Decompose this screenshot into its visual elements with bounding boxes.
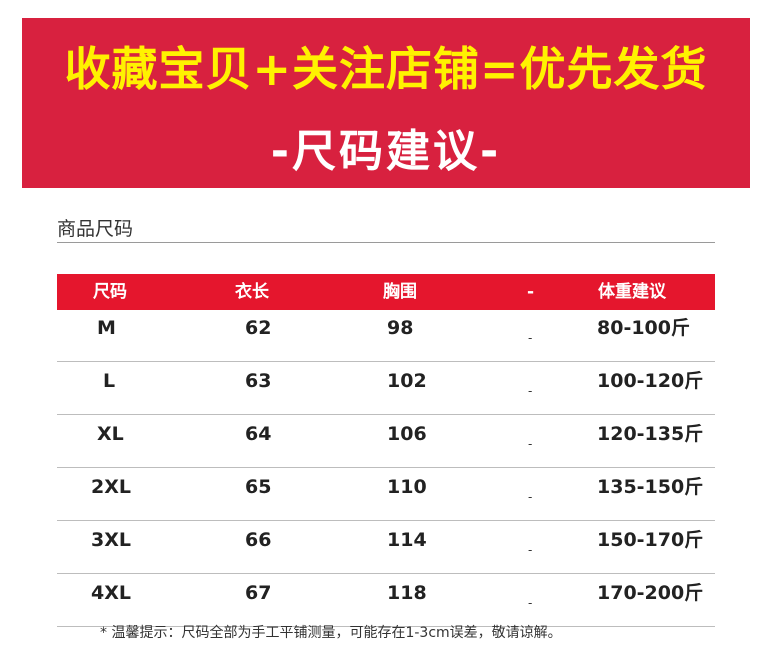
table-row: L 63 102 - 100-120斤 (57, 363, 715, 415)
cell-size: L (103, 370, 116, 392)
cell-weight: 100-120斤 (597, 370, 704, 392)
size-advice-title: -尺码建议- (270, 126, 502, 177)
cell-dash: - (528, 596, 533, 610)
cell-length: 62 (245, 317, 272, 339)
section-title: 商品尺码 (57, 218, 134, 240)
cell-weight: 120-135斤 (597, 423, 704, 445)
cell-weight: 80-100斤 (597, 317, 690, 339)
cell-dash: - (528, 490, 533, 504)
cell-dash: - (528, 331, 533, 345)
table-row: 2XL 65 110 - 135-150斤 (57, 469, 715, 521)
cell-chest: 118 (387, 582, 427, 604)
row-divider (57, 520, 715, 521)
row-divider (57, 361, 715, 362)
measurement-note: * 温馨提示：尺码全部为手工平铺测量，可能存在1-3cm误差，敬请谅解。 (100, 625, 562, 641)
cell-chest: 102 (387, 370, 427, 392)
size-table-header: 尺码 衣长 胸围 - 体重建议 (57, 274, 715, 310)
cell-size: 4XL (91, 582, 131, 604)
cell-chest: 106 (387, 423, 427, 445)
cell-length: 66 (245, 529, 272, 551)
cell-size: M (97, 317, 116, 339)
table-row: 4XL 67 118 - 170-200斤 (57, 575, 715, 627)
promo-headline: 收藏宝贝+关注店铺=优先发货 (64, 42, 708, 96)
cell-length: 63 (245, 370, 272, 392)
cell-weight: 170-200斤 (597, 582, 704, 604)
header-dash: - (527, 282, 535, 302)
table-row: XL 64 106 - 120-135斤 (57, 416, 715, 468)
section-divider (57, 242, 715, 243)
cell-size: XL (97, 423, 124, 445)
table-row: 3XL 66 114 - 150-170斤 (57, 522, 715, 574)
header-chest: 胸围 (383, 282, 417, 302)
header-size: 尺码 (93, 282, 127, 302)
cell-chest: 110 (387, 476, 427, 498)
cell-weight: 150-170斤 (597, 529, 704, 551)
cell-size: 3XL (91, 529, 131, 551)
cell-chest: 114 (387, 529, 427, 551)
cell-length: 64 (245, 423, 272, 445)
promo-banner: 收藏宝贝+关注店铺=优先发货 -尺码建议- (22, 18, 750, 188)
table-row: M 62 98 - 80-100斤 (57, 310, 715, 362)
cell-dash: - (528, 543, 533, 557)
cell-length: 67 (245, 582, 272, 604)
row-divider (57, 573, 715, 574)
cell-dash: - (528, 437, 533, 451)
cell-size: 2XL (91, 476, 131, 498)
header-weight: 体重建议 (598, 282, 666, 302)
header-length: 衣长 (235, 282, 269, 302)
row-divider (57, 626, 715, 627)
cell-chest: 98 (387, 317, 414, 339)
row-divider (57, 414, 715, 415)
cell-length: 65 (245, 476, 272, 498)
cell-weight: 135-150斤 (597, 476, 704, 498)
cell-dash: - (528, 384, 533, 398)
row-divider (57, 467, 715, 468)
